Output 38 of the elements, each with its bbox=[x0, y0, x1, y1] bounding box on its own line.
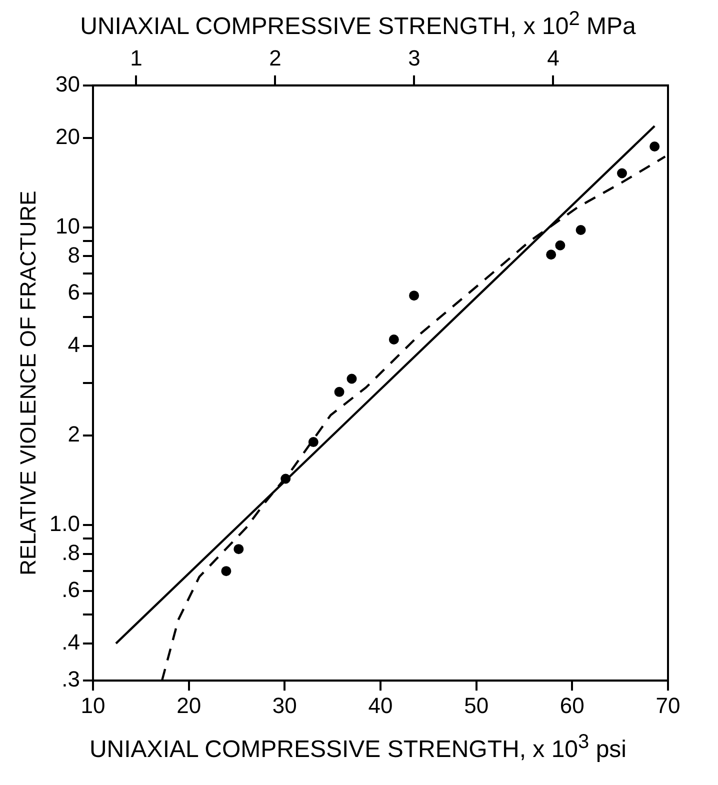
x2-tick-label: 1 bbox=[130, 45, 142, 70]
y-axis-title: RELATIVE VIOLENCE OF FRACTURE bbox=[15, 190, 40, 576]
point bbox=[280, 474, 291, 484]
y-tick-label: .6 bbox=[62, 577, 80, 602]
point bbox=[346, 374, 357, 384]
point bbox=[576, 225, 586, 236]
point bbox=[409, 290, 420, 301]
x2-tick-label: 3 bbox=[408, 45, 420, 70]
x-tick-label: 60 bbox=[560, 692, 584, 718]
x-tick-label: 30 bbox=[272, 692, 297, 718]
x2-tick-label: 4 bbox=[547, 45, 560, 70]
point bbox=[308, 437, 318, 448]
point bbox=[221, 566, 232, 576]
y-tick-label: 4 bbox=[68, 332, 80, 357]
x2-tick-label: 2 bbox=[269, 45, 282, 70]
y-tick-label: .8 bbox=[62, 540, 80, 565]
x-tick-label: 50 bbox=[464, 692, 489, 718]
point bbox=[555, 240, 566, 250]
x-axis-title: UNIAXIAL COMPRESSIVE STRENGTH, x 10$^{3}$ psi bbox=[88, 731, 628, 764]
y-tick-label: .3 bbox=[62, 666, 80, 692]
y-tick-label: .4 bbox=[62, 629, 80, 654]
point bbox=[334, 386, 344, 397]
y-tick-label: 8 bbox=[68, 242, 80, 268]
point bbox=[617, 168, 627, 178]
x-tick-label: 40 bbox=[368, 692, 393, 718]
point bbox=[388, 334, 399, 345]
point bbox=[234, 544, 244, 554]
x2-axis-title: UNIAXIAL COMPRESSIVE STRENGTH, x 10$^{2}$ MPa bbox=[79, 8, 637, 41]
point bbox=[650, 141, 660, 152]
point bbox=[546, 250, 556, 260]
y-tick-label: 20 bbox=[56, 124, 80, 149]
x-tick-label: 20 bbox=[176, 692, 202, 718]
y-tick-label: 30 bbox=[56, 71, 80, 96]
y-tick-label: 6 bbox=[68, 279, 80, 304]
y-tick-label: 10 bbox=[56, 213, 80, 238]
y-tick-label: 2 bbox=[68, 421, 80, 446]
x-tick-label: 70 bbox=[656, 692, 680, 718]
y-tick-label: 1.0 bbox=[49, 511, 80, 536]
